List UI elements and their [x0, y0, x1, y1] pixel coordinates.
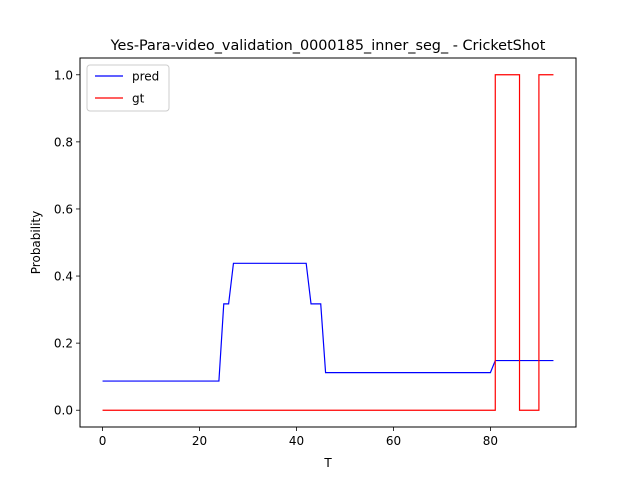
y-tick-label: 0.0 — [54, 404, 73, 418]
x-tick-label: 60 — [386, 434, 401, 448]
x-tick-label: 20 — [192, 434, 207, 448]
x-axis-ticks: 0 20 40 60 80 — [99, 427, 498, 448]
x-axis-label: T — [323, 456, 332, 470]
y-tick-label: 1.0 — [54, 68, 73, 82]
y-tick-label: 0.6 — [54, 202, 73, 216]
series-line-gt — [102, 74, 554, 411]
y-tick-label: 0.8 — [54, 135, 73, 149]
x-tick-label: 80 — [483, 434, 498, 448]
plot-frame — [79, 57, 577, 428]
y-axis-ticks: 0.0 0.2 0.4 0.6 0.8 1.0 — [54, 68, 80, 418]
x-tick-label: 0 — [99, 434, 107, 448]
series-line-pred — [102, 262, 554, 382]
chart-title: Yes-Para-video_validation_0000185_inner_… — [110, 38, 546, 54]
y-tick-label: 0.2 — [54, 337, 73, 351]
y-axis-label: Probability — [29, 211, 43, 274]
legend: pred gt — [86, 64, 170, 112]
y-tick-label: 0.4 — [54, 270, 73, 284]
legend-label-gt: gt — [132, 92, 145, 106]
legend-label-pred: pred — [132, 70, 159, 84]
plot-lines — [102, 74, 554, 411]
x-tick-label: 40 — [289, 434, 304, 448]
